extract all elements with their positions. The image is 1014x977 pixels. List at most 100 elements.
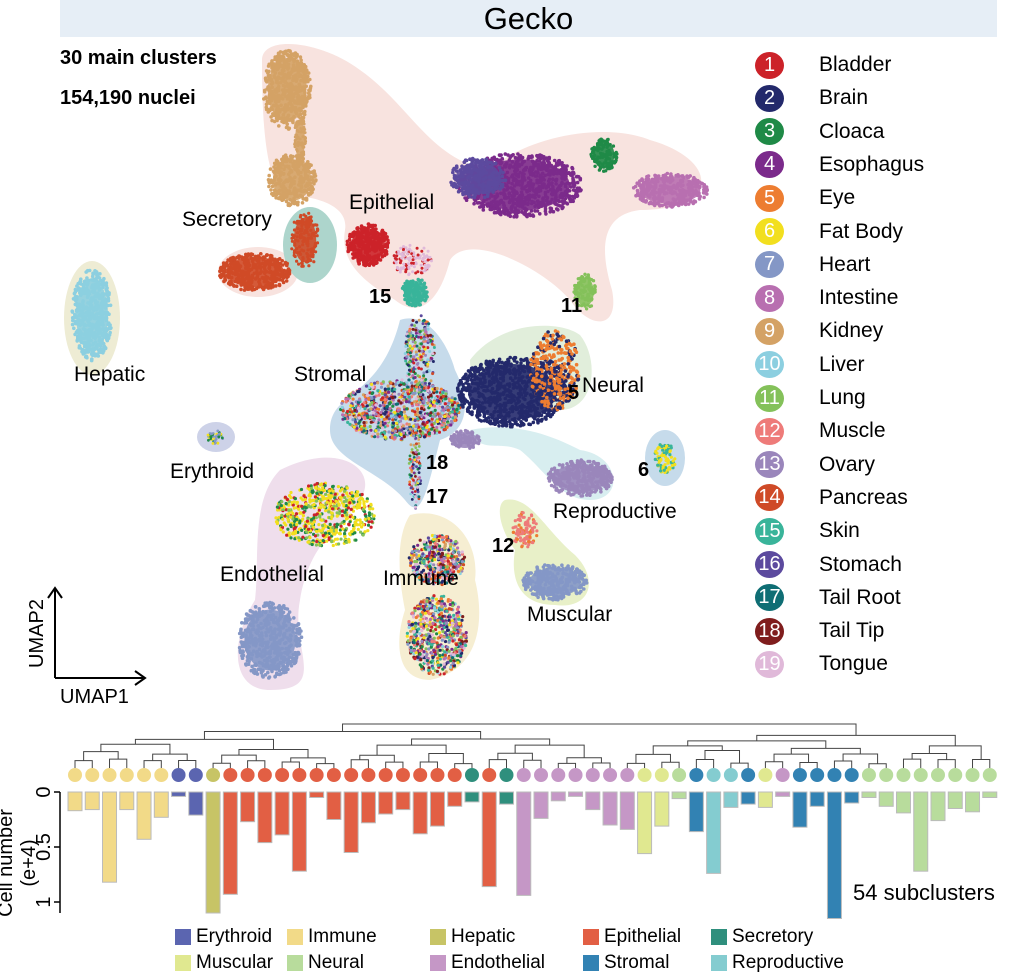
bar-stromal (792, 791, 808, 828)
cluster-endothelial-mixed (274, 481, 376, 548)
cluster-number-15: 15 (369, 286, 392, 308)
legend-swatch: 15 (755, 517, 784, 545)
legend-item-heart: 7 Heart (755, 250, 870, 280)
cluster-number-5: 5 (568, 382, 580, 404)
label-reproductive: Reproductive (553, 500, 677, 523)
legend-swatch: 17 (755, 584, 784, 612)
legend-swatch: 4 (755, 151, 784, 179)
category-legend-epithelial: Epithelial (583, 926, 681, 948)
bar-immune (84, 791, 100, 811)
leaf-dot-epithelial (240, 768, 255, 782)
bar-neural (982, 791, 998, 798)
legend-swatch: 6 (755, 218, 784, 245)
cluster-heart-endothelial (237, 600, 304, 680)
leaf-dot-stromal (689, 768, 704, 782)
nuclei-count: 154,190 nuclei (60, 87, 196, 109)
legend-label: Fat Body (819, 219, 904, 243)
cluster-heart-muscular (521, 563, 589, 602)
bar-neural (861, 791, 877, 798)
bar-immune (67, 791, 83, 812)
legend-label: Skin (819, 519, 860, 543)
legend-label: Ovary (819, 452, 876, 476)
legend-item-tail-root: 17 Tail Root (755, 583, 901, 613)
legend-item-muscle: 12 Muscle (755, 416, 886, 446)
legend-swatch: 16 (755, 551, 784, 578)
y-tick-label: 0 (33, 786, 55, 797)
bar-muscular (654, 791, 670, 827)
legend-swatch: 2 (755, 84, 784, 112)
bar-epithelial (360, 791, 376, 824)
legend-item-brain: 2 Brain (755, 83, 868, 113)
bar-epithelial (222, 791, 238, 895)
leaf-dot-epithelial (292, 768, 307, 782)
leaf-dot-neural (879, 768, 894, 782)
legend-label: Brain (819, 86, 869, 110)
cluster-pancreas (218, 252, 292, 292)
bar-y-axis: 00.51 (33, 786, 61, 913)
bar-neural (913, 791, 929, 872)
legend-label: Stomach (819, 552, 902, 576)
category-label: Erythroid (196, 926, 273, 947)
legend-label: Lung (819, 386, 866, 409)
leaf-dot-immune (85, 768, 100, 782)
cluster-bladder (345, 222, 391, 268)
bar-epithelial (257, 791, 273, 844)
leaf-dot-endothelial (568, 768, 583, 782)
label-immune: Immune (383, 567, 459, 590)
cluster-stomach (449, 156, 508, 200)
leaf-dot-immune (119, 768, 134, 782)
leaf-dot-neural (965, 768, 980, 782)
bar-neural (947, 791, 963, 809)
category-label: Epithelial (604, 926, 682, 947)
leaf-dot-epithelial (257, 768, 272, 782)
leaf-dot-stromal (810, 768, 825, 782)
legend-item-eye: 5 Eye (755, 183, 855, 213)
bar-stromal (740, 791, 756, 805)
category-label: Neural (308, 952, 364, 973)
bar-stromal (688, 791, 704, 833)
legend-label: Intestine (819, 286, 899, 310)
category-swatch (583, 955, 599, 971)
bar-epithelial (395, 791, 411, 811)
cluster-kidney-upper (262, 48, 313, 131)
leaf-dot-epithelial (413, 768, 428, 782)
leaf-dot-endothelial (585, 768, 600, 782)
leaf-dot-epithelial (344, 768, 359, 782)
bar-epithelial (481, 791, 497, 888)
cluster-count: 30 main clusters (60, 47, 217, 69)
bar-epithelial (326, 791, 342, 820)
cluster-immune-lower (405, 594, 468, 676)
cluster-tongue (392, 243, 433, 277)
legend-label: Cloaca (819, 119, 885, 143)
leaf-dot-stromal (741, 768, 756, 782)
bar-epithelial (447, 791, 463, 807)
bar-endothelial (533, 791, 549, 819)
leaf-dot-secretory (499, 768, 514, 782)
legend-label: Eye (819, 186, 856, 210)
legend-swatch: 7 (755, 251, 784, 279)
legend-swatch: 12 (755, 417, 784, 445)
legend-label: Tail Tip (819, 619, 885, 643)
bar-muscular (757, 791, 773, 808)
legend-swatch: 1 (755, 51, 784, 79)
bar-neural (895, 791, 911, 814)
leaf-dot-endothelial (775, 768, 790, 782)
legend-label: Tongue (819, 652, 888, 676)
leaf-dot-endothelial (534, 768, 549, 782)
leaf-dot-epithelial (326, 768, 341, 782)
legend-swatch: 8 (755, 284, 784, 312)
category-label: Stromal (604, 952, 670, 973)
legend-swatch: 14 (755, 484, 784, 512)
category-swatch (711, 955, 727, 971)
leaf-dot-neural (672, 768, 687, 782)
legend-item-kidney: 9 Kidney (755, 316, 883, 346)
bar-muscular (637, 791, 653, 855)
leaf-dot-neural (913, 768, 928, 782)
label-endothelial: Endothelial (220, 563, 324, 586)
label-neural: Neural (582, 374, 644, 397)
cluster-ovary (546, 458, 614, 498)
category-legend-stromal: Stromal (583, 952, 669, 974)
leaf-dot-stromal (844, 768, 859, 782)
bar-endothelial (550, 791, 566, 802)
leaf-dot-neural (982, 768, 997, 782)
